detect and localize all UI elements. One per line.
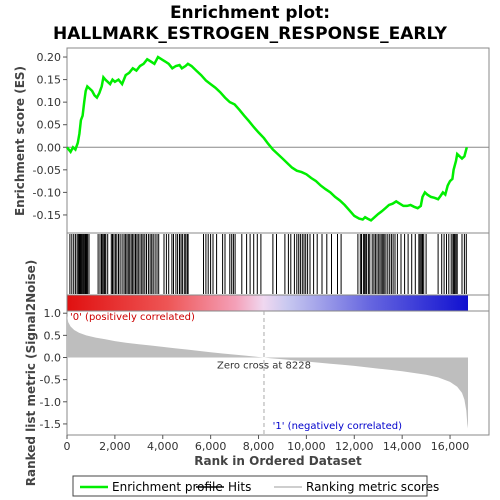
es-y-ticks: -0.15 -0.10 -0.05 0.00 0.05 0.10 0.15 0.20 xyxy=(33,51,67,222)
x-tick-label: 6,000 xyxy=(195,440,227,453)
legend-label: Hits xyxy=(228,480,251,494)
es-y-tick-label: 0.00 xyxy=(37,141,62,154)
x-tick-label: 4,000 xyxy=(147,440,179,453)
x-tick-label: 2,000 xyxy=(99,440,131,453)
es-y-tick-label: 0.05 xyxy=(37,119,62,132)
x-tick-label: 0 xyxy=(64,440,71,453)
metric-y-tick-label: 0.5 xyxy=(44,329,62,342)
metric-y-tick-label: -0.5 xyxy=(40,374,61,387)
legend-label: Ranking metric scores xyxy=(306,480,439,494)
es-line xyxy=(66,55,469,222)
x-tick-label: 16,000 xyxy=(431,440,470,453)
metric-panel: -1.5 -1.0 -0.5 0.0 0.5 1.0 Zero cross at 8228… xyxy=(24,260,490,487)
metric-y-tick-label: 0.0 xyxy=(44,352,62,365)
es-y-tick-label: 0.20 xyxy=(37,51,62,64)
x-tick-label: 12,000 xyxy=(335,440,374,453)
chart-title-line2: HALLMARK_ESTROGEN_RESPONSE_EARLY xyxy=(53,24,448,44)
x-tick-label: 14,000 xyxy=(383,440,422,453)
legend-label: Enrichment profile xyxy=(112,480,223,494)
hits-panel xyxy=(66,232,490,296)
legend: Enrichment profile Hits Ranking metric sco… xyxy=(72,475,439,497)
x-tick-label: 8,000 xyxy=(243,440,275,453)
es-panel-frame xyxy=(66,47,490,234)
positive-correlation-label: '0' (positively correlated) xyxy=(70,312,195,323)
zero-cross-label: Zero cross at 8228 xyxy=(217,361,311,372)
hits-marks xyxy=(69,234,467,294)
es-panel: -0.15 -0.10 -0.05 0.00 0.05 0.10 0.15 0.20 Enri… xyxy=(13,47,490,234)
legend-items: Enrichment profile Hits Ranking metric sco… xyxy=(80,480,439,494)
legend-box xyxy=(72,475,428,497)
metric-y-ticks: -1.5 -1.0 -0.5 0.0 0.5 1.0 xyxy=(40,307,67,431)
chart-title-line1: Enrichment plot: xyxy=(170,3,330,23)
es-y-tick-label: -0.15 xyxy=(33,209,61,222)
es-y-tick-label: -0.10 xyxy=(33,186,61,199)
ranking-color-bar xyxy=(66,294,490,312)
color-bar-fill xyxy=(67,295,468,311)
metric-y-axis-label: Ranked list metric (Signal2Noise) xyxy=(24,260,38,487)
x-axis-ticks: 0 2,000 4,000 6,000 8,000 10,000 12,000 14,000 1… xyxy=(64,435,470,453)
metric-y-tick-label: -1.0 xyxy=(40,396,61,409)
x-tick-label: 10,000 xyxy=(287,440,326,453)
x-axis-label: Rank in Ordered Dataset xyxy=(194,454,362,468)
negative-correlation-label: '1' (negatively correlated) xyxy=(273,421,402,432)
es-y-tick-label: 0.10 xyxy=(37,96,62,109)
metric-y-tick-label: -1.5 xyxy=(40,418,61,431)
metric-y-tick-label: 1.0 xyxy=(44,307,62,320)
es-y-tick-label: 0.15 xyxy=(37,74,62,87)
es-y-axis-label: Enrichment score (ES) xyxy=(13,66,27,216)
es-y-tick-label: -0.05 xyxy=(33,164,61,177)
